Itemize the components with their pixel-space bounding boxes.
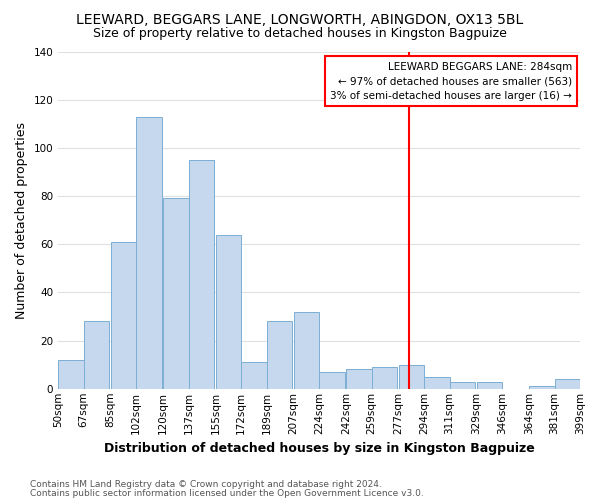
Bar [163,198,188,389]
Bar [58,360,83,389]
X-axis label: Distribution of detached houses by size in Kingston Bagpuize: Distribution of detached houses by size … [104,442,535,455]
Bar [476,382,502,389]
Bar [266,322,292,389]
Bar [319,372,344,389]
Bar [529,386,554,389]
Text: LEEWARD BEGGARS LANE: 284sqm
← 97% of detached houses are smaller (563)
3% of se: LEEWARD BEGGARS LANE: 284sqm ← 97% of de… [330,62,572,101]
Text: Contains public sector information licensed under the Open Government Licence v3: Contains public sector information licen… [30,488,424,498]
Bar [398,364,424,389]
Text: Size of property relative to detached houses in Kingston Bagpuize: Size of property relative to detached ho… [93,28,507,40]
Bar [449,382,475,389]
Bar [215,234,241,389]
Text: LEEWARD, BEGGARS LANE, LONGWORTH, ABINGDON, OX13 5BL: LEEWARD, BEGGARS LANE, LONGWORTH, ABINGD… [76,12,524,26]
Bar [371,367,397,389]
Bar [293,312,319,389]
Y-axis label: Number of detached properties: Number of detached properties [15,122,28,318]
Bar [188,160,214,389]
Bar [424,376,449,389]
Bar [241,362,266,389]
Bar [554,379,580,389]
Bar [346,370,371,389]
Bar [83,322,109,389]
Bar [110,242,136,389]
Bar [136,116,161,389]
Text: Contains HM Land Registry data © Crown copyright and database right 2024.: Contains HM Land Registry data © Crown c… [30,480,382,489]
